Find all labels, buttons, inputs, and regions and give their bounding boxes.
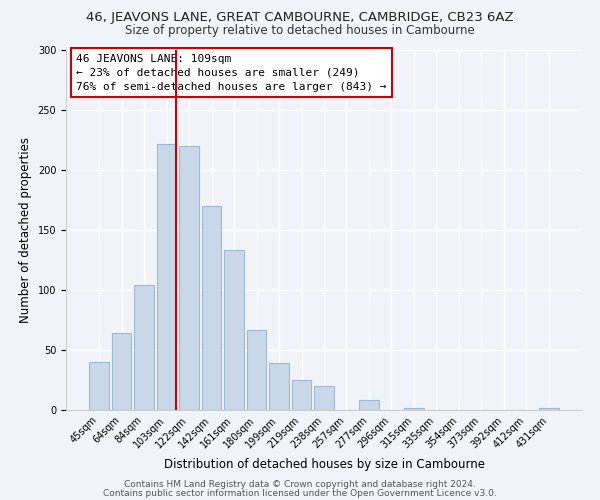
Bar: [134, 285, 154, 410]
Bar: [157, 144, 176, 410]
Text: 46 JEAVONS LANE: 109sqm
← 23% of detached houses are smaller (249)
76% of semi-d: 46 JEAVONS LANE: 109sqm ← 23% of detache…: [76, 54, 387, 92]
Bar: [179, 146, 199, 410]
Text: 46, JEAVONS LANE, GREAT CAMBOURNE, CAMBRIDGE, CB23 6AZ: 46, JEAVONS LANE, GREAT CAMBOURNE, CAMBR…: [86, 12, 514, 24]
Bar: [539, 408, 559, 410]
Text: Size of property relative to detached houses in Cambourne: Size of property relative to detached ho…: [125, 24, 475, 37]
Bar: [269, 363, 289, 410]
Bar: [89, 362, 109, 410]
X-axis label: Distribution of detached houses by size in Cambourne: Distribution of detached houses by size …: [163, 458, 485, 471]
Bar: [359, 400, 379, 410]
Bar: [314, 386, 334, 410]
Bar: [112, 333, 131, 410]
Bar: [202, 206, 221, 410]
Y-axis label: Number of detached properties: Number of detached properties: [19, 137, 32, 323]
Bar: [404, 408, 424, 410]
Bar: [292, 380, 311, 410]
Bar: [247, 330, 266, 410]
Text: Contains HM Land Registry data © Crown copyright and database right 2024.: Contains HM Land Registry data © Crown c…: [124, 480, 476, 489]
Bar: [224, 250, 244, 410]
Text: Contains public sector information licensed under the Open Government Licence v3: Contains public sector information licen…: [103, 488, 497, 498]
